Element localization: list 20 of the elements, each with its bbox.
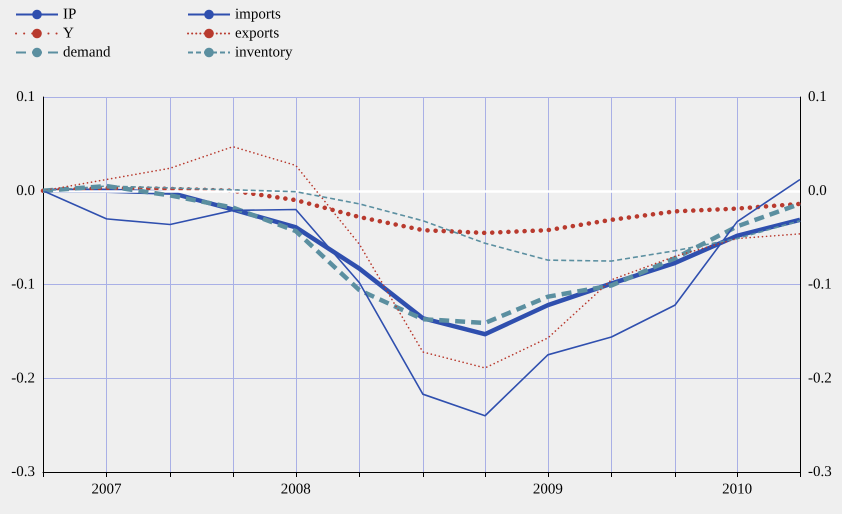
legend-label: exports — [235, 26, 280, 42]
legend-label: IP — [63, 6, 76, 22]
x-tick-label: 2007 — [92, 482, 122, 498]
y2-tick-label: -0.2 — [808, 370, 832, 386]
y-tick-label: 0.0 — [16, 182, 35, 199]
y2-tick-label: 0.0 — [808, 182, 827, 199]
y-tick-label: -0.3 — [11, 464, 35, 480]
x-tick-label: 2009 — [532, 482, 563, 498]
y2-tick-label: 0.1 — [808, 89, 827, 105]
x-tick-label: 2010 — [722, 482, 752, 498]
x-tick-label: 2008 — [280, 482, 311, 498]
y-tick-label: -0.1 — [11, 276, 35, 292]
y2-tick-label: -0.3 — [808, 464, 832, 480]
y-tick-label: 0.1 — [16, 89, 35, 105]
legend-label: Y — [63, 26, 74, 42]
y2-tick-label: -0.1 — [808, 276, 832, 292]
legend-label: imports — [235, 6, 281, 22]
legend-label: inventory — [235, 44, 293, 60]
legend-label: demand — [63, 44, 111, 60]
y-tick-label: -0.2 — [11, 370, 35, 386]
